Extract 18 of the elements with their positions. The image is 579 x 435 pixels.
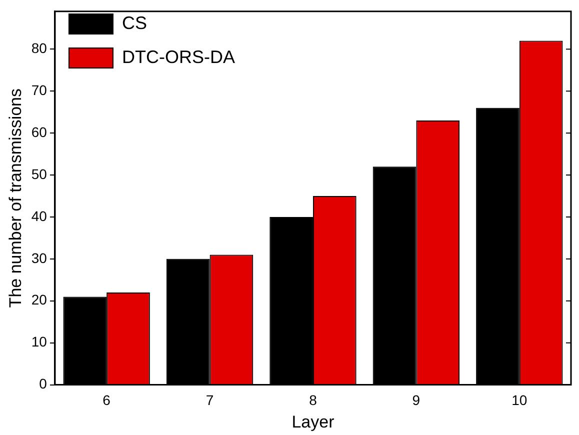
legend-label: CS	[122, 12, 147, 33]
y-axis-title: The number of transmissions	[6, 88, 25, 308]
x-tick-label: 8	[309, 392, 318, 408]
y-tick-label: 80	[31, 40, 48, 56]
y-tick-label: 50	[31, 166, 48, 182]
x-tick-label: 6	[102, 392, 111, 408]
legend-label: DTC-ORS-DA	[122, 46, 235, 67]
y-tick-label: 70	[31, 82, 48, 98]
y-tick-label: 30	[31, 250, 48, 266]
x-tick-label: 7	[206, 392, 214, 408]
y-tick-label: 0	[39, 376, 48, 392]
y-tick-label: 20	[31, 292, 48, 308]
y-tick-label: 10	[31, 334, 48, 350]
x-axis-title: Layer	[292, 412, 335, 432]
y-tick-label: 60	[31, 124, 48, 140]
x-tick-label: 10	[512, 392, 528, 408]
y-tick-label: 40	[31, 208, 48, 224]
x-tick-label: 9	[412, 392, 420, 408]
